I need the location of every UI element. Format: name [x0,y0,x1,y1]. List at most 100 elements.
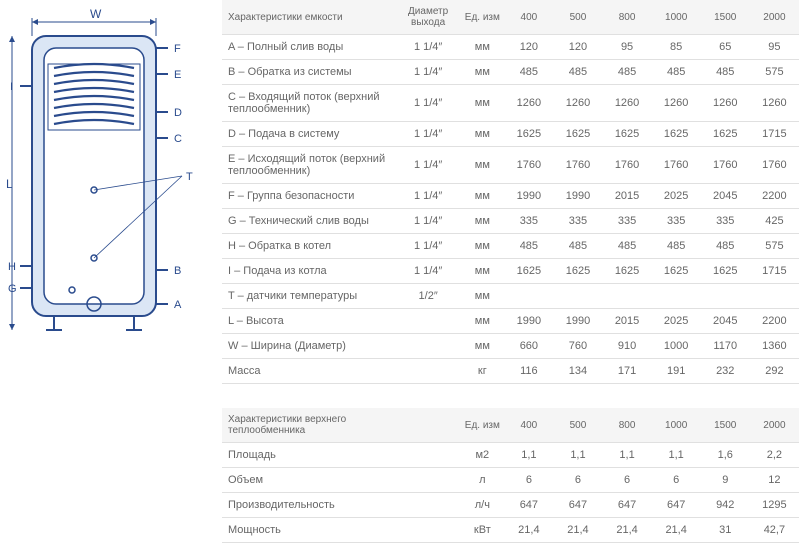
cell-value: 12 [750,468,799,493]
cell-value: 1760 [750,147,799,184]
cell-value: 1990 [504,184,553,209]
cell-value: 1625 [553,122,602,147]
row-label: E – Исходящий поток (верхний теплообменн… [222,147,396,184]
table-row: W – Ширина (Диаметр)мм660760910100011701… [222,334,799,359]
cell-value: мм [460,35,504,60]
cell-value: 9 [701,468,750,493]
table-row: E – Исходящий поток (верхний теплообменн… [222,147,799,184]
col-header: 1500 [701,408,750,443]
cell-value: 292 [750,359,799,384]
cell-value: 335 [652,209,701,234]
col-header: Ед. изм [460,0,504,35]
cell-value: 485 [504,234,553,259]
cell-value: 1625 [652,259,701,284]
cell-value: 647 [553,493,602,518]
cell-value: 31 [701,518,750,543]
cell-value: 6 [603,468,652,493]
cell-value: 1360 [750,334,799,359]
row-label: L – Высота [222,309,396,334]
cell-value: 485 [603,60,652,85]
cell-value: 1760 [701,147,750,184]
cell-value: м2 [460,443,504,468]
cell-value: мм [460,147,504,184]
cell-value: 6 [652,468,701,493]
cell-value: 1625 [603,122,652,147]
cell-value: 1715 [750,259,799,284]
cell-value: кВт [460,518,504,543]
label-I: I [10,81,13,93]
cell-value: 425 [750,209,799,234]
cell-value: 1625 [701,259,750,284]
cell-value: 2015 [603,309,652,334]
cell-value: мм [460,259,504,284]
table2-body: Площадьм21,11,11,11,11,62,2Объемл6666912… [222,443,799,543]
cell-value: 485 [603,234,652,259]
label-A: A [174,299,182,311]
row-label: G – Технический слив воды [222,209,396,234]
specs-table-1: Характеристики емкостиДиаметр выходаЕд. … [222,0,799,384]
col-header: 2000 [750,408,799,443]
cell-value: 232 [701,359,750,384]
table-row: Производительностьл/ч6476476476479421295 [222,493,799,518]
cell-value: 2,2 [750,443,799,468]
cell-value: 6 [553,468,602,493]
table-row: C – Входящий поток (верхний теплообменни… [222,85,799,122]
cell-value: 191 [652,359,701,384]
cell-value: 1,1 [652,443,701,468]
col-header: Диаметр выхода [396,0,460,35]
label-L: L [6,177,13,191]
table1-header-row: Характеристики емкостиДиаметр выходаЕд. … [222,0,799,35]
cell-value: 1625 [504,259,553,284]
col-header: 800 [603,408,652,443]
cell-value: 1 1/4″ [396,184,460,209]
cell-value: 85 [652,35,701,60]
cell-value: 1170 [701,334,750,359]
cell-value [603,284,652,309]
table-row: Площадьм21,11,11,11,11,62,2 [222,443,799,468]
cell-value [553,284,602,309]
cell-value: 42,7 [750,518,799,543]
cell-value: 1260 [553,85,602,122]
col-header: 800 [603,0,652,35]
cell-value: мм [460,309,504,334]
cell-value: 21,4 [603,518,652,543]
cell-value: 1260 [750,85,799,122]
cell-value: 1 1/4″ [396,234,460,259]
cell-value: 21,4 [652,518,701,543]
table-row: T – датчики температуры1/2″мм [222,284,799,309]
cell-value [396,443,460,468]
cell-value: 575 [750,234,799,259]
cell-value: 1760 [652,147,701,184]
cell-value: мм [460,334,504,359]
col-header: 400 [504,0,553,35]
cell-value: л [460,468,504,493]
cell-value: мм [460,60,504,85]
cell-value [652,284,701,309]
specs-table-2: Характеристики верхнего теплообменникаЕд… [222,408,799,543]
cell-value: 1/2″ [396,284,460,309]
cell-value: 6 [504,468,553,493]
table-row: B – Обратка из системы1 1/4″мм4854854854… [222,60,799,85]
table-row: Объемл6666912 [222,468,799,493]
row-label: F – Группа безопасности [222,184,396,209]
cell-value: 335 [553,209,602,234]
cell-value [396,468,460,493]
cell-value: 95 [750,35,799,60]
label-W: W [90,8,102,21]
cell-value: 1760 [504,147,553,184]
cell-value: 21,4 [553,518,602,543]
cell-value: 485 [701,234,750,259]
label-H: H [8,261,16,273]
cell-value: мм [460,284,504,309]
cell-value: 647 [652,493,701,518]
cell-value: 65 [701,35,750,60]
tables-area: Характеристики емкостиДиаметр выходаЕд. … [218,0,799,543]
label-D: D [174,107,182,119]
table2-header-row: Характеристики верхнего теплообменникаЕд… [222,408,799,443]
cell-value [396,334,460,359]
cell-value: 1 1/4″ [396,122,460,147]
table-row: Массакг116134171191232292 [222,359,799,384]
cell-value: 120 [553,35,602,60]
table-row: F – Группа безопасности1 1/4″мм199019902… [222,184,799,209]
cell-value: 2015 [603,184,652,209]
